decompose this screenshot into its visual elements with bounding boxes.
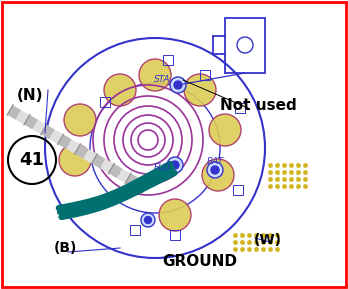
Circle shape	[211, 166, 219, 174]
Bar	[130, 225, 140, 235]
Circle shape	[104, 74, 136, 106]
Circle shape	[167, 157, 183, 173]
Bar	[225, 18, 265, 73]
Bar	[200, 70, 210, 80]
Text: (N): (N)	[17, 88, 43, 103]
Text: GROUND: GROUND	[163, 255, 237, 270]
Bar	[163, 55, 173, 65]
Text: (W): (W)	[254, 233, 282, 247]
Circle shape	[209, 114, 241, 146]
Text: 41: 41	[19, 151, 45, 169]
Text: FLD: FLD	[153, 164, 171, 173]
Bar	[100, 97, 110, 107]
Circle shape	[207, 162, 223, 178]
Circle shape	[139, 59, 171, 91]
Circle shape	[141, 213, 155, 227]
Circle shape	[174, 81, 182, 89]
Circle shape	[170, 77, 186, 93]
Bar	[233, 185, 243, 195]
Text: (B): (B)	[53, 241, 77, 255]
Text: STA: STA	[154, 75, 170, 84]
Circle shape	[202, 159, 234, 191]
Circle shape	[144, 216, 151, 223]
Circle shape	[159, 199, 191, 231]
Text: BAT: BAT	[206, 158, 223, 166]
Circle shape	[59, 144, 91, 176]
Bar	[170, 230, 180, 240]
Circle shape	[64, 104, 96, 136]
Text: Not used: Not used	[220, 97, 296, 112]
Circle shape	[171, 161, 179, 169]
Circle shape	[184, 74, 216, 106]
Bar	[235, 103, 245, 113]
